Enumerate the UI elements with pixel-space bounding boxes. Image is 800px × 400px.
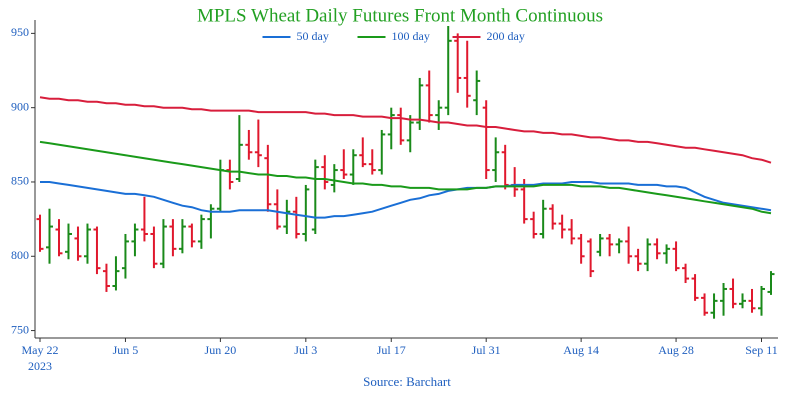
x-tick-label: May 22 bbox=[22, 343, 59, 357]
legend-label: 200 day bbox=[487, 29, 525, 43]
x-tick-label: Jul 31 bbox=[472, 343, 501, 357]
y-tick-label: 900 bbox=[11, 99, 29, 113]
ma-line bbox=[40, 181, 772, 219]
y-tick-label: 950 bbox=[11, 25, 29, 39]
ma-line bbox=[39, 140, 772, 215]
x-tick-label: Aug 14 bbox=[563, 343, 599, 357]
x-year-label: 2023 bbox=[28, 359, 52, 373]
x-tick-label: Aug 28 bbox=[658, 343, 694, 357]
source-note: Source: Barchart bbox=[363, 374, 451, 389]
x-tick-label: Jul 3 bbox=[294, 343, 317, 357]
y-tick-label: 750 bbox=[11, 322, 29, 336]
x-tick-label: Sep 11 bbox=[745, 343, 778, 357]
y-tick-label: 800 bbox=[11, 248, 29, 262]
x-tick-label: Jul 17 bbox=[377, 343, 406, 357]
legend-label: 100 day bbox=[392, 29, 430, 43]
chart-title: MPLS Wheat Daily Futures Front Month Con… bbox=[197, 5, 603, 26]
legend-label: 50 day bbox=[297, 29, 329, 43]
x-tick-label: Jun 5 bbox=[113, 343, 139, 357]
ma-line bbox=[39, 96, 772, 164]
y-tick-label: 850 bbox=[11, 174, 29, 188]
x-tick-label: Jun 20 bbox=[205, 343, 237, 357]
